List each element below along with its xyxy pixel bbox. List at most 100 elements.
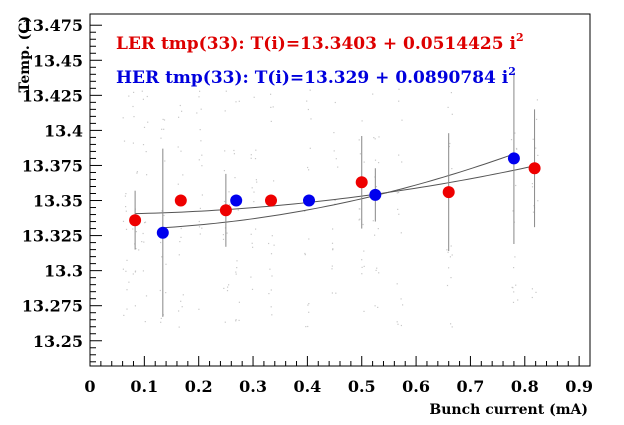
noise-dot [201,227,203,229]
noise-dot [378,136,380,138]
noise-dot [537,154,539,156]
y-tick-label: 13.275 [22,297,83,316]
noise-dot [132,142,134,144]
noise-dot [250,276,252,278]
noise-dot [271,314,273,316]
noise-dot [398,100,400,102]
noise-dot [144,321,146,323]
noise-dot [177,183,179,185]
noise-dot [358,219,360,221]
noise-dot [255,179,257,181]
y-tick-label: 13.475 [22,16,83,35]
noise-dot [402,304,404,306]
noise-dot [132,105,134,108]
noise-dot [306,100,308,102]
noise-dot [160,137,162,139]
noise-dot [337,166,339,168]
noise-dot [198,96,200,98]
noise-dot [515,184,517,187]
background-noise [122,88,539,328]
her-data-point [369,188,382,201]
noise-dot [271,235,273,237]
noise-dot [177,146,179,148]
noise-dot [450,277,452,279]
noise-dot [255,149,257,151]
noise-dot [236,260,238,262]
noise-dot [451,254,453,256]
noise-dot [398,154,400,156]
noise-dot [514,132,516,134]
noise-dot [228,204,231,206]
noise-dot [256,181,258,183]
noise-dot [535,291,537,293]
noise-dot [532,138,534,140]
y-axis-title: Temp. (C) [17,16,33,92]
noise-dot [224,110,226,112]
noise-dot [165,292,167,294]
noise-dot [361,266,363,268]
noise-dot [334,101,336,104]
noise-dot [237,209,239,211]
noise-dot [122,268,124,270]
noise-dot [161,210,163,212]
noise-dot [512,287,514,289]
noise-dot [331,268,333,270]
noise-dot [223,200,226,203]
noise-dot [178,254,180,256]
noise-dot [269,268,271,270]
noise-dot [270,289,272,291]
noise-dot [143,126,146,128]
noise-dot [125,210,127,212]
noise-dot [533,205,535,207]
noise-dot [122,220,125,222]
noise-dot [309,89,311,91]
noise-dot [448,145,450,148]
noise-dot [273,244,275,246]
noise-dot [363,310,365,312]
noise-dot [253,201,255,203]
noise-dot [397,208,399,210]
noise-dot [358,139,360,141]
noise-dot [122,117,124,119]
noise-dot [182,294,184,296]
noise-dot [161,128,163,130]
noise-dot [126,308,128,310]
noise-dot [238,100,240,102]
noise-dot [144,221,147,223]
noise-dot [446,249,448,251]
noise-dot [162,314,164,316]
noise-dot [226,232,228,234]
noise-dot [451,326,453,328]
noise-dot [513,267,515,269]
noise-dot [135,231,137,233]
noise-dot [253,191,255,193]
noise-dot [359,153,361,155]
noise-dot [224,321,226,323]
noise-dot [536,99,538,101]
noise-dot [448,267,450,269]
ler-data-point [174,194,187,207]
noise-dot [362,223,364,226]
x-tick-label: 0.5 [348,377,376,396]
noise-dot [447,251,449,253]
noise-dot [179,241,181,243]
noise-dot [531,186,534,188]
noise-dot [182,174,184,176]
noise-dot [141,90,143,92]
noise-dot [400,324,402,327]
noise-dot [378,272,380,274]
noise-dot [159,289,161,292]
noise-dot [160,241,162,244]
noise-dot [372,93,374,95]
noise-dot [146,174,148,176]
noise-dot [178,310,180,312]
noise-dot [270,93,272,95]
noise-dot [515,284,517,286]
noise-dot [397,323,399,325]
noise-dot [307,325,309,328]
noise-dot [400,298,402,300]
y-tick-label: 13.25 [33,332,83,351]
noise-dot [144,222,146,224]
noise-dot [141,241,143,243]
noise-dot [181,110,183,112]
